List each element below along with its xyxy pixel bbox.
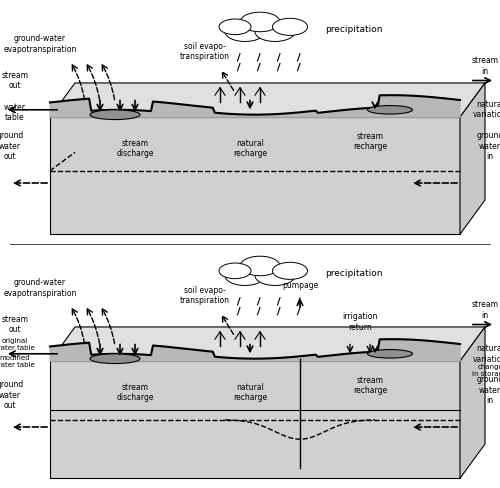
- Circle shape: [272, 18, 308, 36]
- Circle shape: [219, 263, 251, 279]
- Text: stream
recharge: stream recharge: [353, 132, 387, 151]
- Text: precipitation: precipitation: [325, 269, 382, 278]
- Ellipse shape: [90, 354, 140, 364]
- Circle shape: [255, 266, 295, 285]
- Text: pumpage: pumpage: [282, 281, 318, 290]
- Circle shape: [255, 22, 295, 41]
- Polygon shape: [50, 327, 485, 361]
- Text: modified
water table: modified water table: [0, 355, 35, 367]
- Circle shape: [240, 12, 280, 32]
- Text: stream
in: stream in: [472, 56, 498, 76]
- Text: irrigation
return: irrigation return: [342, 312, 378, 332]
- Circle shape: [225, 22, 265, 41]
- Polygon shape: [50, 339, 460, 361]
- Polygon shape: [50, 83, 485, 117]
- Text: precipitation: precipitation: [325, 25, 382, 34]
- Text: ground-water
evapotranspiration: ground-water evapotranspiration: [4, 34, 76, 54]
- Text: ground
water
in: ground water in: [476, 375, 500, 406]
- Text: natural
variation: natural variation: [473, 100, 500, 120]
- Text: stream
in: stream in: [472, 300, 498, 320]
- Text: natural
recharge: natural recharge: [233, 383, 267, 403]
- Text: stream
discharge: stream discharge: [116, 383, 154, 403]
- Text: stream
out: stream out: [2, 71, 28, 90]
- Polygon shape: [50, 361, 460, 478]
- Text: natural
variation: natural variation: [473, 344, 500, 364]
- Circle shape: [225, 266, 265, 285]
- Text: stream
out: stream out: [2, 315, 28, 334]
- Text: ground
water
out: ground water out: [0, 131, 24, 162]
- Text: ground-water
evapotranspiration: ground-water evapotranspiration: [4, 278, 76, 298]
- Ellipse shape: [368, 349, 412, 358]
- Text: ground
water
in: ground water in: [476, 131, 500, 162]
- Polygon shape: [460, 83, 485, 234]
- Text: original
water table: original water table: [0, 338, 35, 350]
- Text: water
table: water table: [4, 102, 26, 122]
- Text: natural
recharge: natural recharge: [233, 139, 267, 159]
- Text: soil evapo-
transpiration: soil evapo- transpiration: [180, 285, 230, 305]
- Circle shape: [219, 19, 251, 35]
- Text: soil evapo-
transpiration: soil evapo- transpiration: [180, 41, 230, 61]
- Polygon shape: [50, 95, 460, 117]
- Ellipse shape: [90, 110, 140, 120]
- Text: ground
water
out: ground water out: [0, 380, 24, 410]
- Text: change
in storage: change in storage: [472, 365, 500, 377]
- Ellipse shape: [368, 105, 412, 114]
- Text: stream
discharge: stream discharge: [116, 139, 154, 159]
- Text: stream
recharge: stream recharge: [353, 376, 387, 395]
- Polygon shape: [460, 327, 485, 478]
- Polygon shape: [50, 117, 460, 234]
- Circle shape: [240, 256, 280, 276]
- Circle shape: [272, 263, 308, 279]
